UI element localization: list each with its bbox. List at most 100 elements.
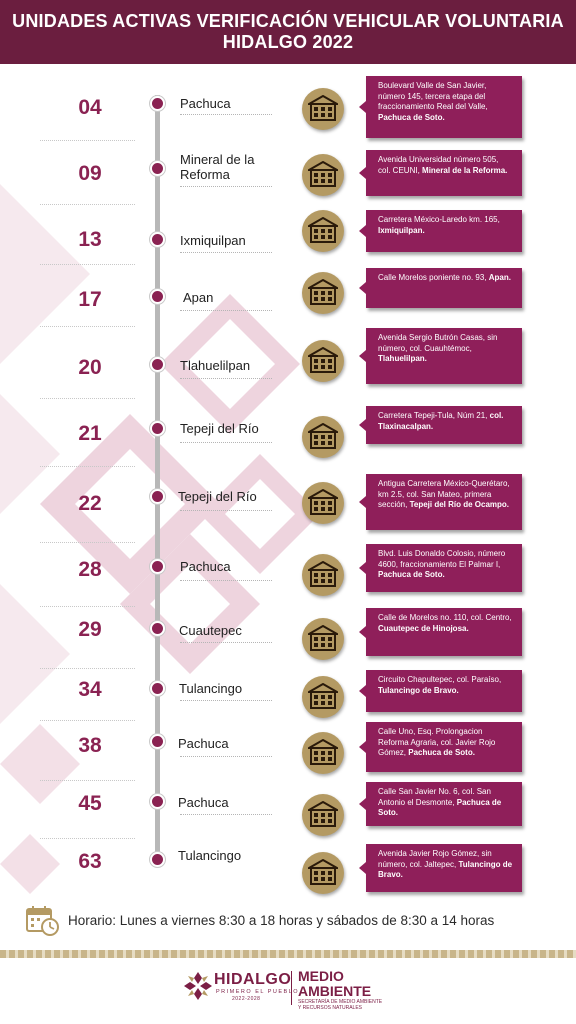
decorative-band — [0, 950, 576, 958]
address-text: Avenida Universidad número 505, col. CEU… — [378, 155, 499, 175]
timeline-dot — [150, 794, 165, 809]
divider — [180, 378, 272, 379]
building-glyph — [308, 423, 338, 449]
unit-city: Cuautepec — [179, 623, 242, 638]
building-icon — [302, 554, 344, 596]
schedule: Horario: Lunes a viernes 8:30 a 18 horas… — [26, 905, 566, 937]
building-glyph — [308, 625, 338, 651]
building-glyph — [308, 489, 338, 515]
divider — [180, 442, 272, 443]
timeline-dot — [150, 489, 165, 504]
unit-city: Pachuca — [178, 736, 229, 751]
building-glyph — [308, 859, 338, 885]
address-locality: Tulancingo de Bravo. — [378, 685, 459, 695]
timeline-dot — [150, 421, 165, 436]
unit-city: Tulancingo — [178, 848, 242, 863]
logo-secretaria-line2: Y RECURSOS NATURALES — [298, 1005, 362, 1011]
page-title-line-2: HIDALGO 2022 — [222, 32, 354, 52]
unit-number: 63 — [78, 850, 102, 873]
building-glyph — [308, 279, 338, 305]
hidalgo-logo-icon — [184, 972, 212, 1000]
calendar-clock-icon — [26, 906, 59, 936]
building-icon — [302, 794, 344, 836]
address-card: Avenida Universidad número 505, col. CEU… — [359, 150, 522, 196]
address-text: Calle de Morelos no. 110, col. Centro, — [378, 613, 512, 622]
address-text: Calle Uno, Esq. Prolongacion Reforma Agr… — [378, 727, 496, 757]
address-card: Antigua Carretera México-Querétaro, km 2… — [359, 474, 522, 530]
timeline-dot — [150, 357, 165, 372]
divider — [180, 186, 272, 187]
address-text: Carretera México-Laredo km. 165, — [378, 215, 500, 224]
building-glyph — [308, 801, 338, 827]
building-icon — [302, 340, 344, 382]
timeline-dot — [150, 681, 165, 696]
timeline-dot — [150, 852, 165, 867]
address-card: Carretera Tepeji-Tula, Núm 21, col. Tlax… — [359, 406, 522, 444]
unit-number: 29 — [78, 618, 102, 641]
address-card: Blvd. Luis Donaldo Colosio, número 4600,… — [359, 544, 522, 592]
logo-ambiente-text: AMBIENTE — [298, 983, 372, 999]
building-glyph — [308, 95, 338, 121]
divider — [40, 780, 135, 781]
address-text: Circuito Chapultepec, col. Paraíso, — [378, 675, 502, 684]
address-card: Calle Uno, Esq. Prolongacion Reforma Agr… — [359, 722, 522, 772]
address-text: Avenida Javier Rojo Gómez, sin número, c… — [378, 849, 492, 869]
divider — [180, 756, 272, 757]
address-locality: Tulancingo de Bravo. — [378, 859, 513, 880]
unit-number: 38 — [78, 734, 102, 757]
divider — [40, 466, 135, 467]
unit-city: Tlahuelilpan — [180, 358, 251, 373]
building-icon — [302, 210, 344, 252]
divider — [180, 814, 272, 815]
unit-city: Mineral de la Reforma — [180, 152, 255, 182]
logo-divider — [291, 971, 292, 1005]
divider — [40, 264, 135, 265]
address-locality: Tepeji del Río de Ocampo. — [409, 500, 510, 509]
unit-number: 22 — [78, 492, 102, 515]
page-title-banner: UNIDADES ACTIVAS VERIFICACIÓN VEHICULAR … — [0, 0, 576, 64]
divider — [180, 114, 272, 115]
divider — [180, 310, 272, 311]
logo-hidalgo-slogan: PRIMERO EL PUEBLO — [216, 989, 300, 995]
unit-city: Apan — [183, 290, 214, 305]
building-icon — [302, 416, 344, 458]
address-locality: Cuautepec de Hinojosa. — [378, 623, 469, 633]
address-card: Calle San Javier No. 6, col. San Antonio… — [359, 782, 522, 826]
unit-number: 45 — [78, 792, 102, 815]
building-glyph — [308, 561, 338, 587]
building-glyph — [308, 161, 338, 187]
unit-city: Ixmiquilpan — [180, 233, 246, 248]
building-glyph — [308, 217, 338, 243]
unit-number: 13 — [78, 228, 102, 251]
building-icon — [302, 618, 344, 660]
unit-city: Tepeji del Río — [180, 421, 259, 436]
address-text: Avenida Sergio Butrón Casas, sin número,… — [378, 333, 498, 353]
footer: HIDALGO PRIMERO EL PUEBLO 2022-2028 MEDI… — [0, 958, 576, 1024]
address-locality: Pachuca de Soto. — [378, 570, 445, 579]
logo-hidalgo-text: HIDALGO — [214, 971, 292, 988]
address-locality: Mineral de la Reforma. — [422, 165, 508, 175]
building-icon — [302, 154, 344, 196]
address-locality: Ixmiquilpan. — [378, 225, 425, 235]
logo-secretaria: SECRETARÍA DE MEDIO AMBIENTE Y RECURSOS … — [298, 999, 382, 1011]
logo-hidalgo-years: 2022-2028 — [232, 996, 261, 1002]
divider — [180, 700, 272, 701]
address-locality: col. Tlaxinacalpan. — [378, 411, 504, 431]
divider — [40, 204, 135, 205]
address-card: Carretera México-Laredo km. 165, Ixmiqui… — [359, 210, 522, 252]
unit-city: Tulancingo — [179, 681, 243, 696]
building-glyph — [308, 347, 338, 373]
address-text: Calle Morelos poniente no. 93, — [378, 273, 487, 282]
page-title-line-1: UNIDADES ACTIVAS VERIFICACIÓN VEHICULAR … — [12, 11, 564, 31]
divider — [40, 542, 135, 543]
divider — [40, 140, 135, 141]
address-locality: Pachuca de Soto. — [408, 748, 475, 757]
unit-number: 28 — [78, 558, 102, 581]
timeline-dot — [150, 559, 165, 574]
divider — [180, 642, 272, 643]
unit-number: 04 — [78, 96, 102, 119]
divider — [40, 838, 135, 839]
address-locality: Apan. — [488, 273, 511, 282]
unit-city: Pachuca — [178, 795, 229, 810]
address-locality: Tlahuelilpan. — [378, 354, 427, 363]
